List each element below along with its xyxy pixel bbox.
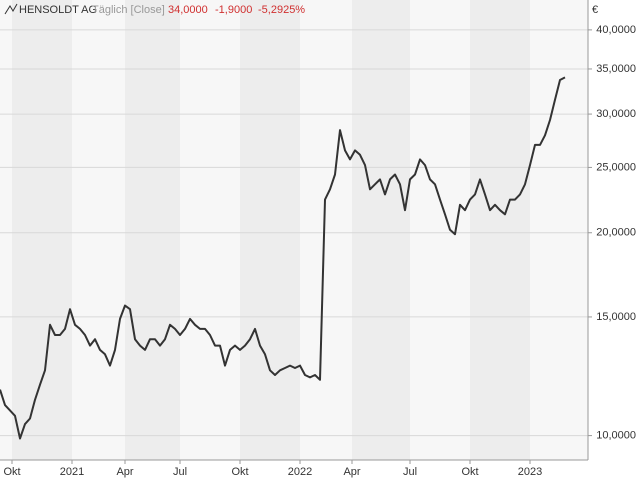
x-tick-label: Apr	[116, 466, 133, 478]
y-tick-label: 25,0000	[596, 161, 636, 173]
x-tick-label: Jul	[173, 466, 187, 478]
y-tick-label: 40,0000	[596, 24, 636, 36]
y-tick-label: 15,0000	[596, 311, 636, 323]
period-band	[0, 0, 12, 460]
period-band	[530, 0, 588, 460]
y-tick-label: 30,0000	[596, 108, 636, 120]
x-tick-label: Jul	[403, 466, 417, 478]
period-band	[300, 0, 352, 460]
x-tick-label: 2023	[518, 466, 542, 478]
last-price: 34,0000	[168, 4, 208, 16]
change-percent: -5,2925%	[258, 4, 305, 16]
x-tick-label: Okt	[3, 466, 20, 478]
y-tick-label: 10,0000	[596, 430, 636, 442]
y-tick-label: 20,0000	[596, 227, 636, 239]
plot-background	[0, 0, 588, 460]
plot	[0, 76, 566, 440]
currency: €	[592, 4, 598, 16]
grid	[0, 29, 588, 464]
period-band	[180, 0, 240, 460]
period-band	[125, 0, 180, 460]
x-tick-label: 2022	[288, 466, 312, 478]
period-band	[12, 0, 72, 460]
period-band	[352, 0, 410, 460]
chart-icon	[4, 3, 18, 15]
period-band	[72, 0, 125, 460]
x-tick-label: Okt	[231, 466, 248, 478]
price-line	[0, 76, 566, 440]
chart-subtitle: Täglich [Close]	[92, 4, 165, 16]
x-tick-label: 2021	[60, 466, 84, 478]
x-tick-label: Apr	[343, 466, 360, 478]
x-tick-label: Okt	[461, 466, 478, 478]
period-band	[240, 0, 300, 460]
period-band	[470, 0, 530, 460]
y-tick-label: 35,0000	[596, 63, 636, 75]
chart-title: HENSOLDT AG	[19, 4, 97, 16]
change: -1,9000	[215, 4, 252, 16]
period-band	[410, 0, 470, 460]
